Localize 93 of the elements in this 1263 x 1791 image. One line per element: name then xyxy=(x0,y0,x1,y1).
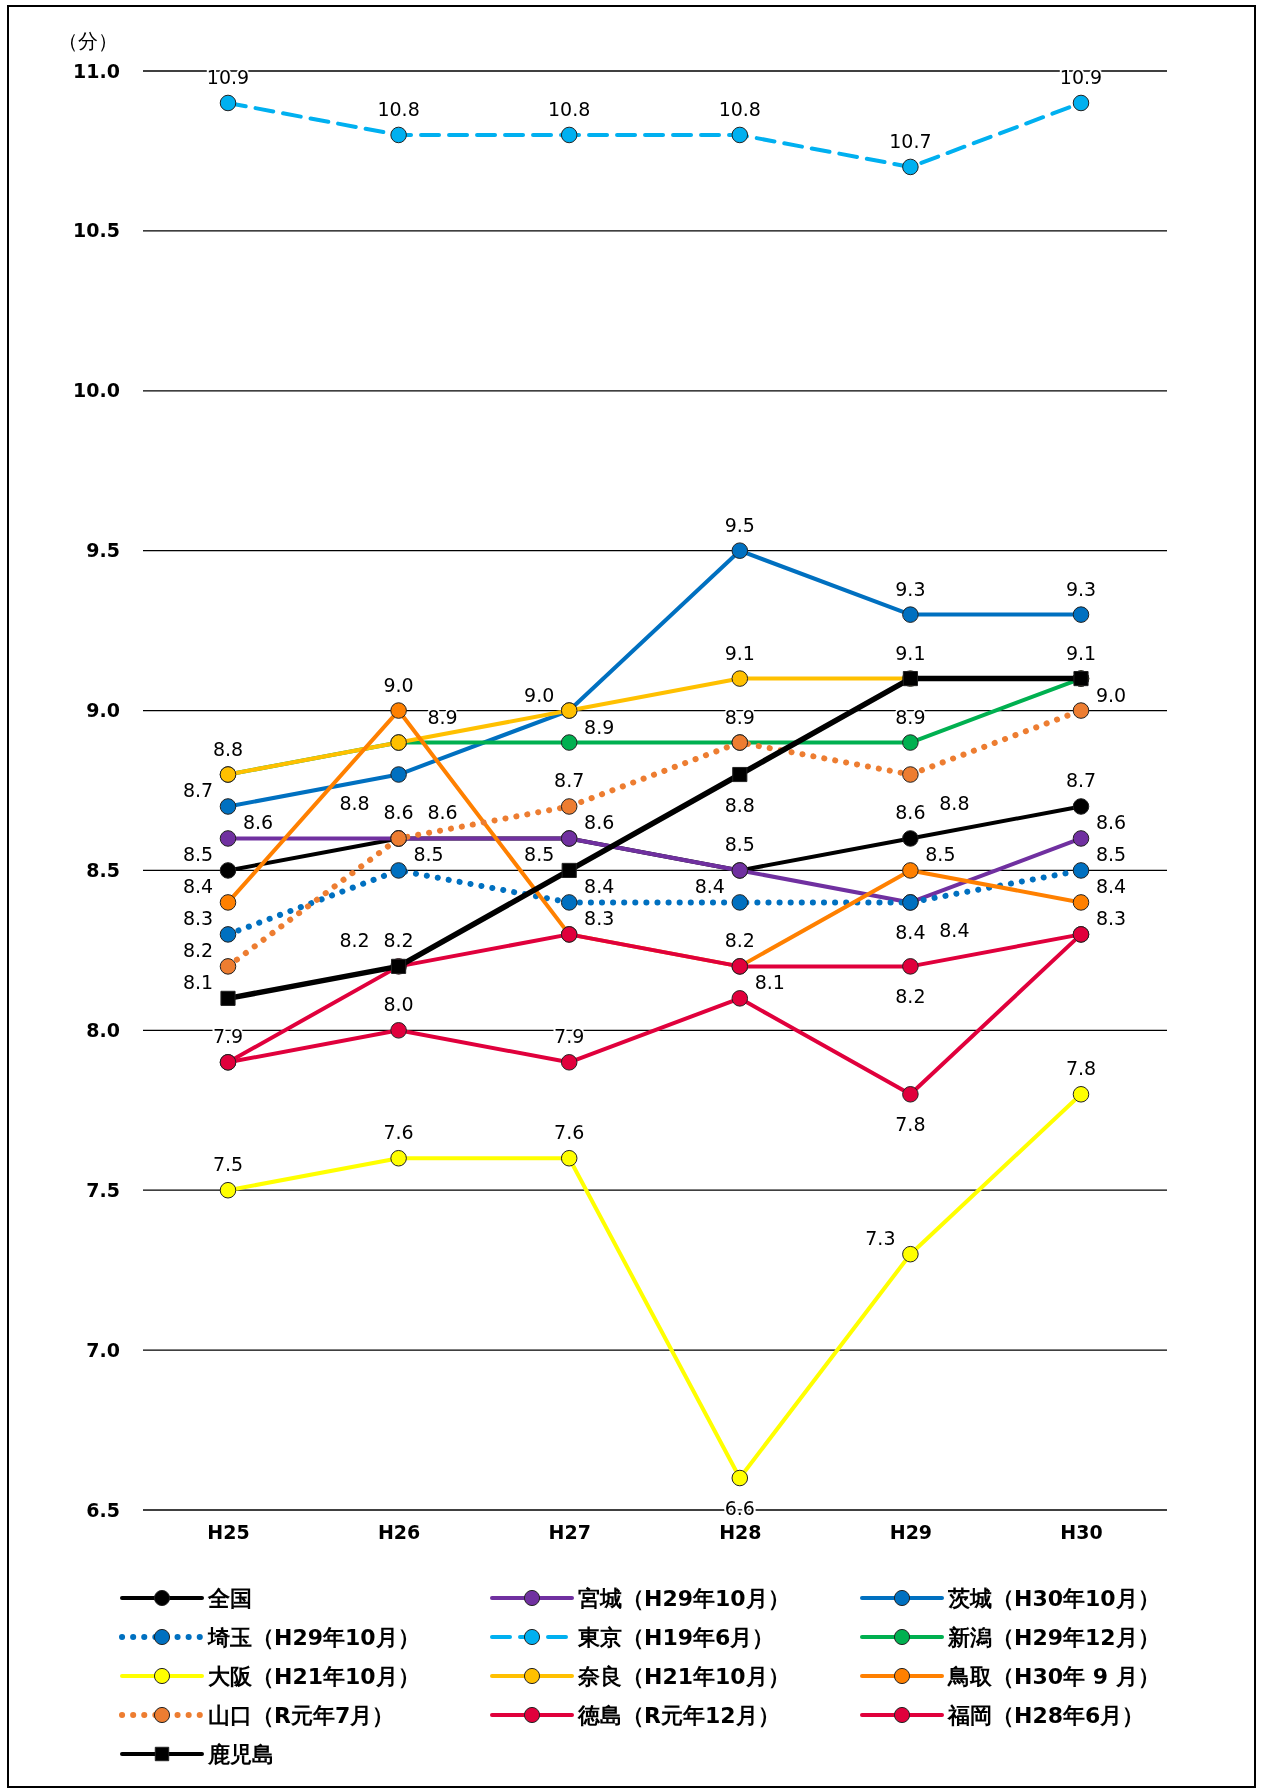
data-label: 8.5 xyxy=(182,843,214,866)
data-label: 8.3 xyxy=(1095,907,1127,930)
data-label: 7.6 xyxy=(554,1121,585,1144)
data-label: 8.0 xyxy=(383,993,414,1016)
y-tick-label: 10.0 xyxy=(73,379,120,402)
data-label: 8.3 xyxy=(584,907,615,930)
data-label: 8.9 xyxy=(427,705,458,728)
data-label: 7.6 xyxy=(383,1121,414,1144)
data-label: 8.4 xyxy=(584,875,615,898)
y-axis-title: （分） xyxy=(58,29,118,53)
data-label: 8.6 xyxy=(584,811,615,834)
data-label: 10.9 xyxy=(1059,65,1103,88)
data-label: 8.9 xyxy=(584,715,615,738)
data-label: 8.6 xyxy=(427,801,458,824)
data-label: 9.0 xyxy=(383,673,414,696)
data-label: 9.0 xyxy=(1095,683,1127,706)
y-tick-label: 9.5 xyxy=(86,539,120,562)
y-tick-label: 11.0 xyxy=(73,59,120,82)
data-label: 8.2 xyxy=(724,929,755,952)
legend-label: 福岡（H28年6月） xyxy=(947,1703,1145,1728)
legend-label: 大阪（H21年10月） xyxy=(208,1664,420,1689)
legend-label: 徳島（R元年12月） xyxy=(577,1703,780,1728)
data-label: 10.8 xyxy=(377,97,420,120)
data-label: 8.2 xyxy=(339,929,370,952)
data-label: 8.6 xyxy=(895,801,926,824)
data-label: 8.1 xyxy=(182,971,214,994)
legend-label: 鳥取（H30年 9 月） xyxy=(947,1664,1160,1689)
data-label: 9.1 xyxy=(1065,641,1097,664)
x-tick-label: H25 xyxy=(207,1520,250,1543)
data-label: 8.8 xyxy=(339,791,370,814)
data-label: 8.6 xyxy=(1095,811,1127,834)
data-label: 8.5 xyxy=(724,833,755,856)
data-label: 8.5 xyxy=(413,843,444,866)
data-label: 7.8 xyxy=(1065,1057,1097,1080)
data-label: 8.7 xyxy=(182,779,214,802)
legend-label: 東京（H19年6月） xyxy=(577,1625,775,1650)
y-tick-label: 10.5 xyxy=(73,219,120,242)
y-tick-label: 8.0 xyxy=(86,1018,120,1041)
data-label: 10.8 xyxy=(548,97,591,120)
data-label: 8.8 xyxy=(939,791,970,814)
y-tick-label: 8.5 xyxy=(86,859,120,882)
data-label: 9.0 xyxy=(524,683,555,706)
data-label: 8.5 xyxy=(925,843,956,866)
data-label: 7.9 xyxy=(554,1025,585,1048)
data-label: 9.3 xyxy=(895,577,926,600)
data-label: 7.9 xyxy=(212,1025,244,1048)
data-label: 8.8 xyxy=(724,793,755,816)
data-label: 7.3 xyxy=(865,1227,896,1250)
data-label: 8.4 xyxy=(939,919,970,942)
x-tick-label: H30 xyxy=(1060,1520,1103,1543)
legend-label: 埼玉（H29年10月） xyxy=(207,1625,420,1650)
data-label: 8.8 xyxy=(212,737,244,760)
x-tick-label: H27 xyxy=(548,1520,591,1543)
data-label: 9.3 xyxy=(1065,577,1097,600)
data-label: 8.2 xyxy=(383,929,414,952)
data-label: 10.9 xyxy=(206,65,250,88)
data-label: 8.3 xyxy=(182,907,214,930)
data-label: 8.6 xyxy=(242,811,274,834)
data-label: 8.5 xyxy=(524,843,555,866)
data-label: 8.4 xyxy=(895,921,926,944)
data-label: 8.1 xyxy=(754,971,785,994)
data-label: 9.1 xyxy=(724,641,755,664)
data-label: 8.2 xyxy=(895,985,926,1008)
legend-label: 山口（R元年7月） xyxy=(208,1703,395,1728)
legend-label: 奈良（H21年10月） xyxy=(577,1664,790,1689)
data-label: 9.5 xyxy=(724,513,755,536)
data-label: 10.8 xyxy=(718,97,761,120)
y-tick-label: 6.5 xyxy=(86,1498,120,1521)
y-tick-label: 7.5 xyxy=(86,1178,120,1201)
data-label: 8.4 xyxy=(1095,875,1127,898)
x-tick-label: H29 xyxy=(889,1520,933,1543)
data-label: 8.9 xyxy=(724,705,755,728)
x-tick-label: H26 xyxy=(377,1520,421,1543)
data-label: 7.8 xyxy=(895,1113,926,1136)
legend-label: 茨城（H30年10月） xyxy=(947,1586,1160,1611)
data-label: 10.7 xyxy=(889,129,932,152)
data-label: 8.7 xyxy=(1065,769,1097,792)
data-label: 8.4 xyxy=(694,875,725,898)
data-label: 9.1 xyxy=(895,641,926,664)
data-label: 8.6 xyxy=(383,801,414,824)
x-tick-label: H28 xyxy=(719,1520,762,1543)
legend-label: 鹿児島 xyxy=(207,1742,274,1767)
legend-label: 全国 xyxy=(207,1586,252,1611)
data-label: 8.5 xyxy=(1095,843,1127,866)
data-label: 8.9 xyxy=(895,705,926,728)
y-tick-label: 9.0 xyxy=(86,699,120,722)
data-label: 7.5 xyxy=(212,1153,244,1176)
data-label: 8.2 xyxy=(182,939,214,962)
data-label: 8.4 xyxy=(182,875,214,898)
y-tick-label: 7.0 xyxy=(86,1338,120,1361)
legend-label: 新潟（H29年12月） xyxy=(947,1625,1160,1650)
data-label: 8.7 xyxy=(554,769,585,792)
legend-label: 宮城（H29年10月） xyxy=(578,1586,790,1611)
